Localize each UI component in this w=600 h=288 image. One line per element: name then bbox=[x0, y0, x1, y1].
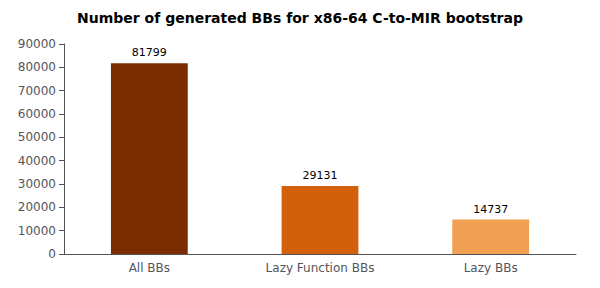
svg-text:70000: 70000 bbox=[18, 84, 56, 98]
svg-text:60000: 60000 bbox=[18, 107, 56, 121]
svg-text:20000: 20000 bbox=[18, 200, 56, 214]
svg-text:40000: 40000 bbox=[18, 154, 56, 168]
svg-text:81799: 81799 bbox=[132, 46, 167, 59]
svg-text:10000: 10000 bbox=[18, 224, 56, 238]
svg-text:Lazy BBs: Lazy BBs bbox=[464, 261, 518, 275]
svg-text:50000: 50000 bbox=[18, 130, 56, 144]
svg-text:All BBs: All BBs bbox=[129, 261, 170, 275]
svg-text:90000: 90000 bbox=[18, 37, 56, 51]
svg-text:30000: 30000 bbox=[18, 177, 56, 191]
svg-text:Lazy Function BBs: Lazy Function BBs bbox=[266, 261, 375, 275]
svg-text:29131: 29131 bbox=[303, 169, 338, 182]
svg-text:80000: 80000 bbox=[18, 60, 56, 74]
svg-text:0: 0 bbox=[48, 247, 56, 261]
svg-text:Number of generated BBs for x8: Number of generated BBs for x86-64 C-to-… bbox=[77, 10, 523, 26]
svg-text:14737: 14737 bbox=[473, 203, 508, 216]
